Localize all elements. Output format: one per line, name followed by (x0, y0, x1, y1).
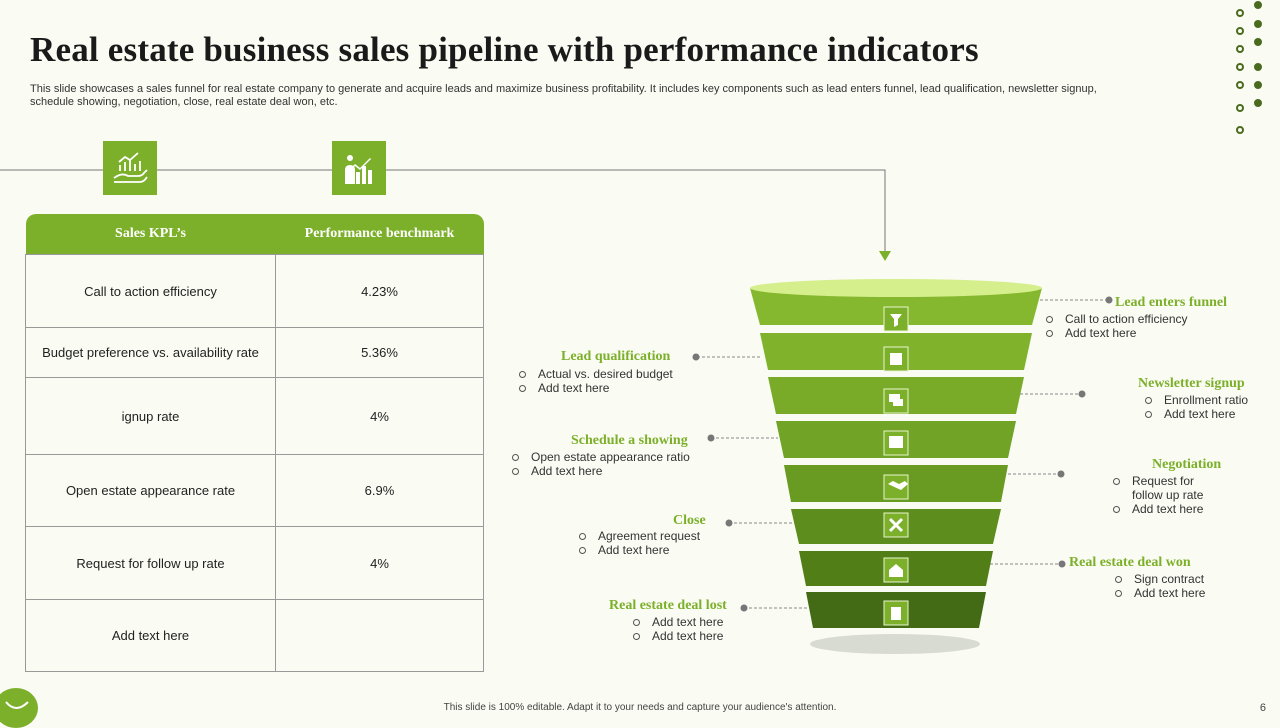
kpi-table: Sales KPL’s Performance benchmark Call t… (25, 214, 484, 672)
trash-icon (883, 600, 909, 626)
kpi-header-benchmark: Performance benchmark (275, 214, 484, 255)
stage-bullets-newsletter: Enrollment ratio Add text here (1145, 393, 1248, 421)
table-row: Budget preference vs. availability rate … (25, 327, 484, 378)
list-item: Add text here (1115, 586, 1205, 600)
stage-bullets-negotiation: Request for follow up rate Add text here (1113, 474, 1223, 516)
kpi-name: Budget preference vs. availability rate (25, 327, 276, 378)
list-item: Add text here (512, 464, 690, 478)
table-row: Call to action efficiency 4.23% (25, 254, 484, 328)
footer-note: This slide is 100% editable. Adapt it to… (443, 702, 837, 713)
slide-subtitle: This slide showcases a sales funnel for … (30, 83, 1097, 108)
stage-label-newsletter: Newsletter signup (1138, 376, 1245, 391)
kpi-value: 5.36% (275, 327, 484, 378)
kpi-value: 6.9% (275, 454, 484, 527)
page-number: 6 (1259, 702, 1266, 714)
stage-label-lead-qualification: Lead qualification (561, 349, 671, 364)
list-item: Add text here (519, 381, 673, 395)
slide-title: Real estate business sales pipeline with… (30, 30, 979, 69)
list-item: Add text here (1113, 502, 1223, 516)
kpi-value: 4.23% (275, 254, 484, 328)
kpi-name: Request for follow up rate (25, 526, 276, 600)
table-row: Open estate appearance rate 6.9% (25, 454, 484, 527)
stage-bullets-lead-enters: Call to action efficiency Add text here (1046, 312, 1188, 340)
stage-label-deal-won: Real estate deal won (1069, 555, 1191, 570)
table-row: Request for follow up rate 4% (25, 526, 484, 600)
presentation-chart-icon (332, 141, 386, 195)
kpi-name: Open estate appearance rate (25, 454, 276, 527)
decorative-dots (1232, 0, 1272, 140)
table-row: Add text here (25, 599, 484, 672)
list-item: Add text here (633, 615, 723, 629)
list-item: Call to action efficiency (1046, 312, 1188, 326)
list-item: Add text here (1046, 326, 1188, 340)
list-item: Actual vs. desired budget (519, 367, 673, 381)
sales-funnel (750, 279, 1042, 654)
table-row: ignup rate 4% (25, 377, 484, 455)
list-item: Enrollment ratio (1145, 393, 1248, 407)
stage-label-close: Close (673, 513, 706, 528)
stage-bullets-close: Agreement request Add text here (579, 529, 700, 557)
list-item: Request for follow up rate (1113, 474, 1223, 502)
hand-growth-chart-icon (103, 141, 157, 195)
list-item: Add text here (579, 543, 700, 557)
kpi-name: ignup rate (25, 377, 276, 455)
stage-bullets-lead-qualification: Actual vs. desired budget Add text here (519, 367, 673, 395)
list-item: Agreement request (579, 529, 700, 543)
kpi-value: 4% (275, 377, 484, 455)
kpi-header-sales: Sales KPL’s (25, 214, 276, 255)
kpi-name: Call to action efficiency (25, 254, 276, 328)
stage-label-negotiation: Negotiation (1152, 457, 1222, 472)
stage-bullets-deal-lost: Add text here Add text here (633, 615, 723, 643)
list-item: Sign contract (1115, 572, 1205, 586)
stage-label-deal-lost: Real estate deal lost (609, 598, 727, 613)
list-item: Add text here (1145, 407, 1248, 421)
stage-label-schedule: Schedule a showing (571, 433, 688, 448)
list-item: Open estate appearance ratio (512, 450, 690, 464)
kpi-value (275, 599, 484, 672)
stage-bullets-schedule: Open estate appearance ratio Add text he… (512, 450, 690, 478)
kpi-name: Add text here (25, 599, 276, 672)
stage-label-lead-enters: Lead enters funnel (1115, 295, 1227, 310)
kpi-value: 4% (275, 526, 484, 600)
list-item: Add text here (633, 629, 723, 643)
stage-bullets-deal-won: Sign contract Add text here (1115, 572, 1205, 600)
